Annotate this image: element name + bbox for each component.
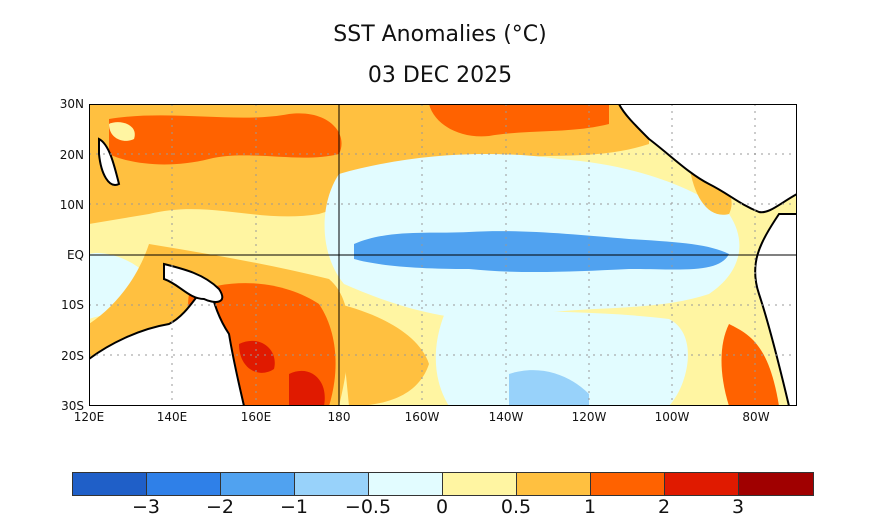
sst-anomaly-map [89,104,797,406]
lat-label: 10S [61,298,84,312]
anomaly-region [509,370,589,406]
colorbar-segment [147,473,221,495]
colorbar-label: −3 [131,496,160,518]
land-central-america [617,104,797,214]
colorbar-label: 1 [583,496,597,518]
lat-label: 20S [61,349,84,363]
anomaly-region [239,340,325,406]
lat-label: 20N [59,148,84,162]
anomaly-region [354,231,729,273]
colorbar-label: 0 [435,496,449,518]
land-philippines [98,137,121,186]
colorbar-label: 2 [657,496,671,518]
colorbar-label: −0.5 [344,496,392,518]
colorbar-segment [665,473,739,495]
lon-label: 140W [488,410,524,424]
anomaly-region [435,304,688,406]
lon-label: 80W [742,410,770,424]
lon-label: 100W [654,410,690,424]
map-title: SST Anomalies (°C) [333,22,547,47]
colorbar-segment [443,473,517,495]
colorbar-segment [517,473,591,495]
lon-label: 120E [73,410,105,424]
colorbar-segment [221,473,295,495]
colorbar-label: −1 [279,496,308,518]
lon-label: 180 [327,410,351,424]
lat-label: 30N [59,97,84,111]
land-new-guinea [163,262,224,303]
colorbar [72,472,814,496]
anomaly-region [429,104,609,137]
lon-label: 160W [404,410,440,424]
anomaly-region [721,324,779,406]
colorbar-segment [73,473,147,495]
colorbar-label: −2 [205,496,234,518]
colorbar-label: 3 [731,496,745,518]
lon-label: 160E [240,410,272,424]
map-date: 03 DEC 2025 [367,63,513,88]
colorbar-segment [739,473,813,495]
colorbar-segment [295,473,369,495]
lon-label: 140E [156,410,188,424]
colorbar-label: 0.5 [500,496,532,518]
lat-label: EQ [66,248,84,262]
anomaly-region [109,122,135,141]
colorbar-segment [591,473,665,495]
anomaly-region [109,113,342,165]
lon-label: 120W [571,410,607,424]
lat-label: 30S [61,399,84,413]
lat-label: 10N [59,198,84,212]
colorbar-segment [369,473,443,495]
